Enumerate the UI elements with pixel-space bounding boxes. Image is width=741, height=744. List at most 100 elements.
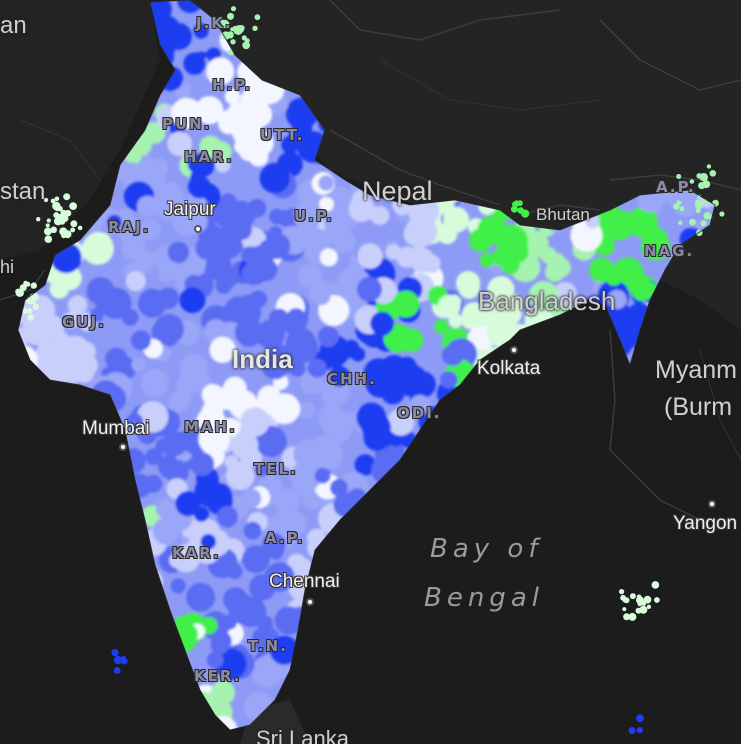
district-blob xyxy=(507,294,525,312)
district-blob xyxy=(329,365,350,387)
district-blob xyxy=(185,195,209,219)
district-blob xyxy=(343,343,358,359)
island-dot xyxy=(230,6,237,12)
island-dot xyxy=(676,174,682,179)
district-blob xyxy=(392,290,420,318)
island-dot xyxy=(113,655,123,665)
island-dot xyxy=(54,196,60,202)
district-blob xyxy=(434,319,449,335)
city-dot-jaipur xyxy=(194,225,202,233)
district-blob xyxy=(175,491,201,517)
district-blob xyxy=(319,196,335,212)
island-dot xyxy=(21,307,29,315)
island-dot xyxy=(53,212,60,219)
island-dot xyxy=(254,14,261,21)
district-blob xyxy=(254,462,269,477)
district-blob xyxy=(479,252,495,268)
district-blob xyxy=(171,97,203,129)
district-blob xyxy=(106,214,122,230)
water-label-bengal: Bengal xyxy=(424,583,544,613)
island-dot xyxy=(521,209,530,218)
district-blob xyxy=(442,344,464,367)
island-dot xyxy=(60,215,66,222)
island-dot xyxy=(63,193,71,201)
island-dot xyxy=(230,39,236,45)
island-dot xyxy=(635,607,642,614)
island-dot xyxy=(45,223,50,228)
district-blob xyxy=(154,193,183,221)
district-blob xyxy=(307,358,327,378)
district-blob xyxy=(255,425,287,458)
state-label-arp: A.P. xyxy=(656,178,696,196)
district-blob xyxy=(233,603,251,621)
district-blob xyxy=(356,402,387,433)
island-dot xyxy=(26,308,33,314)
district-blob xyxy=(274,489,300,515)
country-label-myanmar-1: Myanm xyxy=(655,356,737,384)
state-label-utt: UTT. xyxy=(260,126,305,144)
country-label-sri-lanka: Sri Lanka xyxy=(256,726,349,744)
district-blob xyxy=(387,408,415,436)
city-dot-mumbai xyxy=(119,443,127,451)
country-label-myanmar-2: (Burm xyxy=(664,393,733,421)
district-blob xyxy=(297,263,323,289)
district-blob xyxy=(119,218,148,247)
district-blob xyxy=(409,247,435,273)
island-dot xyxy=(70,220,78,228)
district-blob xyxy=(319,248,338,267)
district-blob xyxy=(346,490,361,505)
state-label-pun: PUN. xyxy=(162,115,212,133)
district-blob xyxy=(606,270,622,286)
island-dot xyxy=(700,220,707,227)
island-dot xyxy=(628,612,637,621)
district-blob xyxy=(168,392,189,413)
country-label-hi: hi xyxy=(0,257,15,277)
district-blob xyxy=(131,357,146,372)
district-blob xyxy=(125,270,146,292)
district-blob xyxy=(379,355,409,384)
country-label-stan: stan xyxy=(0,178,46,205)
district-blob xyxy=(105,347,128,371)
state-label-ap: A.P. xyxy=(265,529,305,547)
island-dot xyxy=(64,209,72,217)
district-blob xyxy=(163,181,179,197)
district-blob xyxy=(187,153,208,174)
island-dot xyxy=(44,235,53,243)
district-blob xyxy=(149,158,169,178)
island-dot xyxy=(697,194,702,199)
district-blob xyxy=(330,186,348,204)
district-blob xyxy=(208,243,225,259)
district-blob xyxy=(325,348,345,369)
island-dot xyxy=(111,648,119,657)
district-blob xyxy=(178,366,205,393)
island-dot xyxy=(44,227,52,236)
district-blob xyxy=(152,517,180,545)
island-dot xyxy=(221,31,230,40)
district-blob xyxy=(95,289,121,315)
district-blob xyxy=(257,615,273,631)
district-blob xyxy=(385,244,401,260)
country-label-bhutan: Bhutan xyxy=(536,205,590,224)
district-blob xyxy=(317,326,339,348)
district-blob xyxy=(399,376,420,397)
island-dot xyxy=(32,303,40,311)
city-label-yangon: Yangon xyxy=(673,513,738,534)
district-blob xyxy=(84,231,113,260)
state-label-jk: J.K. xyxy=(196,14,233,32)
island-dot xyxy=(636,714,644,723)
district-blob xyxy=(215,648,247,680)
district-blob xyxy=(223,376,247,401)
island-dot xyxy=(678,220,683,225)
district-blob xyxy=(248,245,271,268)
district-blob xyxy=(332,229,357,254)
district-blob xyxy=(206,651,224,669)
district-blob xyxy=(138,249,155,266)
district-blob xyxy=(140,369,169,398)
country-label-india: India xyxy=(232,344,293,374)
district-blob xyxy=(216,506,239,528)
district-blob xyxy=(210,141,232,163)
district-blob xyxy=(206,57,235,86)
district-blob xyxy=(269,635,299,665)
